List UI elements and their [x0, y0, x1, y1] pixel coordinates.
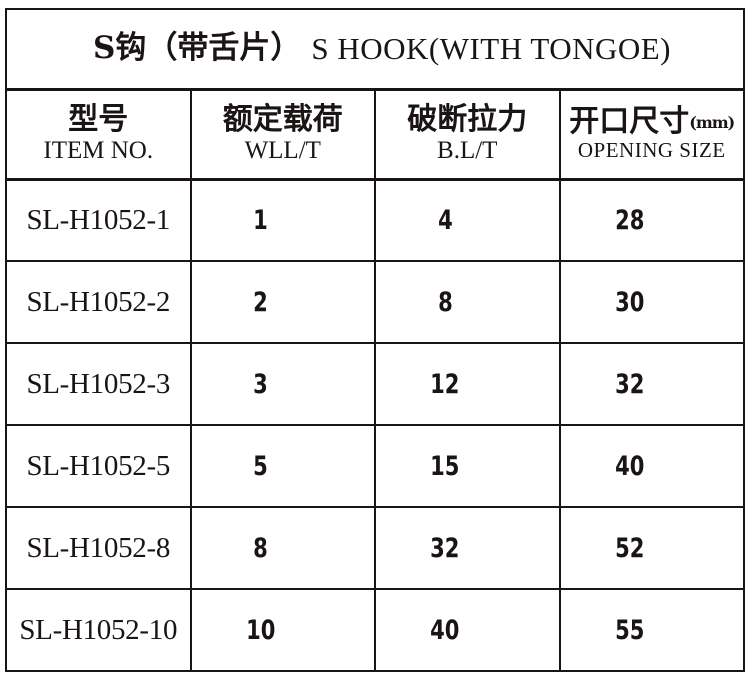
- cell-bl: 32: [374, 506, 561, 590]
- cell-wll: 10: [189, 588, 376, 672]
- bl-value: 12: [430, 368, 460, 400]
- column-header-item-no: 型号 ITEM NO.: [5, 88, 192, 181]
- wll-value: 8: [253, 532, 269, 564]
- wll-value: 3: [253, 368, 269, 400]
- header-english-item-no: ITEM NO.: [43, 136, 154, 164]
- column-header-wll: 额定载荷 WLL/T: [189, 88, 376, 181]
- cell-opening-size: 32: [558, 342, 745, 426]
- cell-item-no: SL-H1052-8: [5, 506, 192, 590]
- table-title-row: S钩（带舌片） S HOOK(WITH TONGOE): [5, 8, 745, 91]
- cell-opening-size: 28: [558, 178, 745, 262]
- item-no-value: SL-H1052-8: [26, 531, 171, 564]
- header-english-bl: B.L/T: [437, 136, 498, 164]
- table-row: SL-H1052-5 5 15 40: [5, 424, 745, 508]
- column-header-opening-size: 开口尺寸(mm) OPENING SIZE: [558, 88, 745, 181]
- cell-opening-size: 30: [558, 260, 745, 344]
- item-no-value: SL-H1052-2: [26, 285, 171, 318]
- cell-opening-size: 55: [558, 588, 745, 672]
- cell-bl: 8: [374, 260, 561, 344]
- table-row: SL-H1052-1 1 4 28: [5, 178, 745, 262]
- cell-item-no: SL-H1052-2: [5, 260, 192, 344]
- header-chinese-opening-size: 开口尺寸(mm): [569, 104, 735, 139]
- opening-size-value: 28: [615, 204, 645, 236]
- table-row: SL-H1052-10 10 40 55: [5, 588, 745, 672]
- table-title-cell: S钩（带舌片） S HOOK(WITH TONGOE): [5, 8, 745, 91]
- cell-item-no: SL-H1052-10: [5, 588, 192, 672]
- cell-wll: 8: [189, 506, 376, 590]
- cell-item-no: SL-H1052-3: [5, 342, 192, 426]
- cell-bl: 40: [374, 588, 561, 672]
- cell-bl: 12: [374, 342, 561, 426]
- item-no-value: SL-H1052-10: [19, 613, 178, 646]
- header-chinese-opening-size-text: 开口尺寸: [569, 104, 690, 139]
- header-english-opening-size: OPENING SIZE: [577, 137, 726, 162]
- table-row: SL-H1052-2 2 8 30: [5, 260, 745, 344]
- bl-value: 8: [437, 286, 453, 318]
- table-row: SL-H1052-8 8 32 52: [5, 506, 745, 590]
- title-chinese: S钩（带舌片）: [92, 30, 302, 67]
- header-unit-mm: (mm): [689, 113, 735, 132]
- wll-value: 10: [246, 614, 276, 646]
- spec-table-container: S钩（带舌片） S HOOK(WITH TONGOE) 型号 ITEM NO. …: [5, 8, 745, 672]
- product-spec-table: S钩（带舌片） S HOOK(WITH TONGOE) 型号 ITEM NO. …: [5, 8, 745, 672]
- opening-size-value: 52: [615, 532, 645, 564]
- header-chinese-item-no: 型号: [68, 101, 129, 137]
- item-no-value: SL-H1052-3: [26, 367, 171, 400]
- bl-value: 40: [430, 614, 460, 646]
- table-header-row: 型号 ITEM NO. 额定载荷 WLL/T 破断拉力 B.L/T: [5, 88, 745, 181]
- bl-value: 15: [430, 450, 460, 482]
- title-english: S HOOK(WITH TONGOE): [311, 31, 672, 67]
- opening-size-value: 55: [615, 614, 645, 646]
- opening-size-value: 40: [615, 450, 645, 482]
- opening-size-value: 30: [615, 286, 645, 318]
- bl-value: 32: [430, 532, 460, 564]
- cell-wll: 5: [189, 424, 376, 508]
- cell-wll: 2: [189, 260, 376, 344]
- cell-wll: 3: [189, 342, 376, 426]
- item-no-value: SL-H1052-1: [26, 203, 171, 236]
- header-english-wll: WLL/T: [244, 136, 321, 164]
- opening-size-value: 32: [615, 368, 645, 400]
- cell-item-no: SL-H1052-1: [5, 178, 192, 262]
- cell-item-no: SL-H1052-5: [5, 424, 192, 508]
- table-row: SL-H1052-3 3 12 32: [5, 342, 745, 426]
- header-chinese-wll: 额定载荷: [222, 101, 343, 137]
- wll-value: 2: [253, 286, 269, 318]
- item-no-value: SL-H1052-5: [26, 449, 171, 482]
- wll-value: 5: [253, 450, 269, 482]
- cell-wll: 1: [189, 178, 376, 262]
- cell-opening-size: 40: [558, 424, 745, 508]
- cell-bl: 15: [374, 424, 561, 508]
- bl-value: 4: [437, 204, 453, 236]
- cell-opening-size: 52: [558, 506, 745, 590]
- header-chinese-bl: 破断拉力: [407, 101, 528, 137]
- cell-bl: 4: [374, 178, 561, 262]
- column-header-bl: 破断拉力 B.L/T: [374, 88, 561, 181]
- wll-value: 1: [253, 204, 269, 236]
